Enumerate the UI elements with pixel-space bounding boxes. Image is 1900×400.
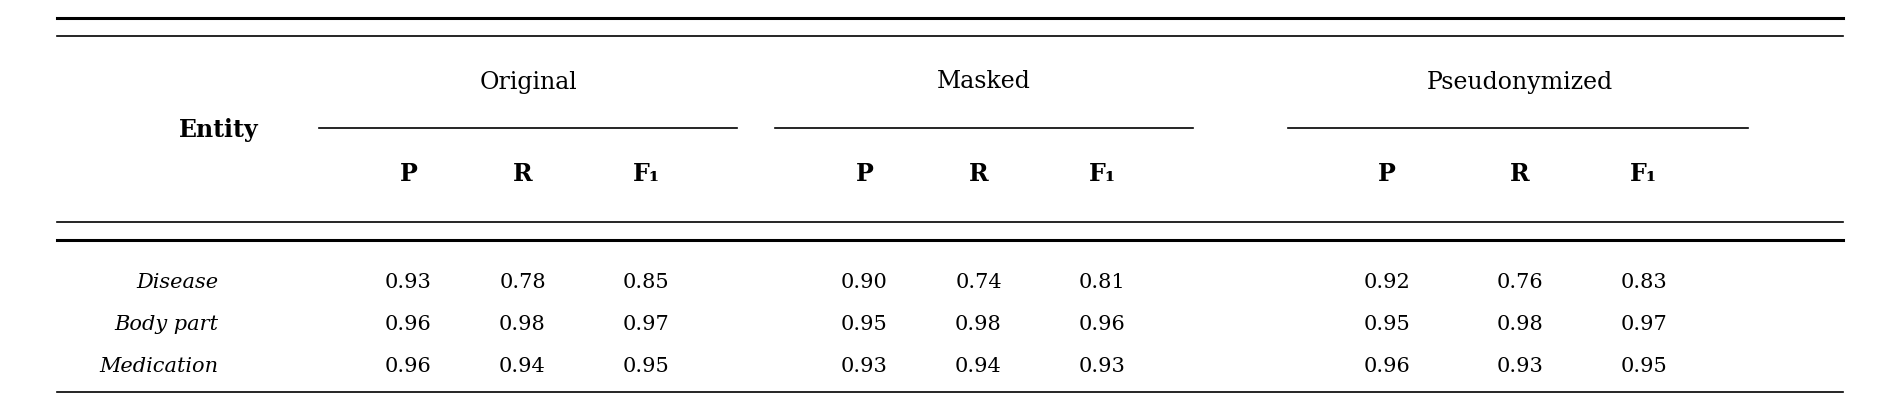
Text: 0.97: 0.97 — [623, 314, 669, 334]
Text: P: P — [399, 162, 418, 186]
Text: Entity: Entity — [179, 118, 258, 142]
Text: 0.95: 0.95 — [623, 356, 669, 376]
Text: R: R — [513, 162, 532, 186]
Text: 0.98: 0.98 — [500, 314, 545, 334]
Text: 0.95: 0.95 — [842, 314, 887, 334]
Text: 0.93: 0.93 — [842, 356, 887, 376]
Text: 0.93: 0.93 — [386, 272, 431, 292]
Text: 0.94: 0.94 — [500, 356, 545, 376]
Text: 0.96: 0.96 — [1364, 356, 1410, 376]
Text: P: P — [1378, 162, 1396, 186]
Text: Body part: Body part — [114, 314, 218, 334]
Text: 0.98: 0.98 — [956, 314, 1001, 334]
Text: P: P — [855, 162, 874, 186]
Text: 0.95: 0.95 — [1621, 356, 1666, 376]
Text: F₁: F₁ — [1089, 162, 1115, 186]
Text: 0.95: 0.95 — [1364, 314, 1410, 334]
Text: 0.76: 0.76 — [1497, 272, 1543, 292]
Text: F₁: F₁ — [1630, 162, 1657, 186]
Text: R: R — [1510, 162, 1530, 186]
Text: 0.85: 0.85 — [623, 272, 669, 292]
Text: Masked: Masked — [937, 70, 1032, 94]
Text: Original: Original — [479, 70, 578, 94]
Text: 0.93: 0.93 — [1497, 356, 1543, 376]
Text: F₁: F₁ — [633, 162, 659, 186]
Text: 0.83: 0.83 — [1621, 272, 1666, 292]
Text: 0.96: 0.96 — [386, 314, 431, 334]
Text: 0.81: 0.81 — [1079, 272, 1125, 292]
Text: Disease: Disease — [137, 272, 218, 292]
Text: 0.93: 0.93 — [1079, 356, 1125, 376]
Text: 0.94: 0.94 — [956, 356, 1001, 376]
Text: 0.92: 0.92 — [1364, 272, 1410, 292]
Text: 0.78: 0.78 — [500, 272, 545, 292]
Text: Medication: Medication — [99, 356, 218, 376]
Text: R: R — [969, 162, 988, 186]
Text: 0.96: 0.96 — [1079, 314, 1125, 334]
Text: Pseudonymized: Pseudonymized — [1427, 70, 1613, 94]
Text: 0.98: 0.98 — [1497, 314, 1543, 334]
Text: 0.96: 0.96 — [386, 356, 431, 376]
Text: 0.74: 0.74 — [956, 272, 1001, 292]
Text: 0.97: 0.97 — [1621, 314, 1666, 334]
Text: 0.90: 0.90 — [842, 272, 887, 292]
